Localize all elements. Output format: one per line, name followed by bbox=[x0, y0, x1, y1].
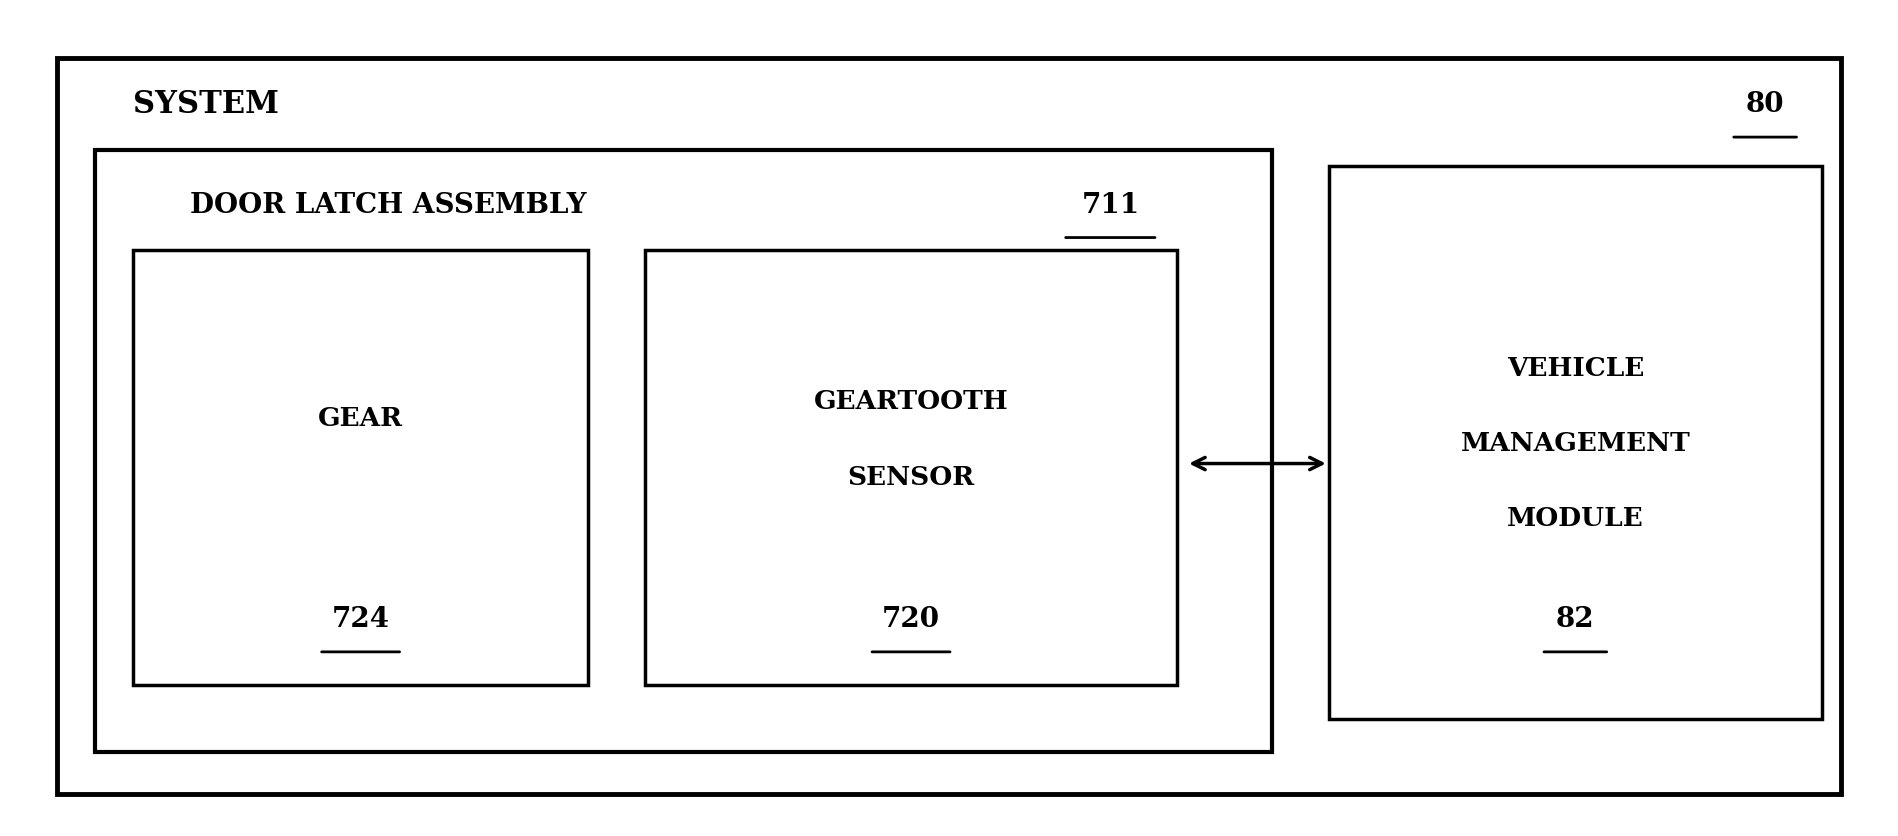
Text: 711: 711 bbox=[1082, 191, 1139, 218]
FancyBboxPatch shape bbox=[57, 59, 1841, 794]
Text: VEHICLE: VEHICLE bbox=[1507, 355, 1644, 380]
Text: SYSTEM: SYSTEM bbox=[133, 89, 279, 120]
Text: 724: 724 bbox=[332, 605, 389, 632]
FancyBboxPatch shape bbox=[1329, 167, 1822, 719]
Text: MODULE: MODULE bbox=[1507, 506, 1644, 531]
Text: 82: 82 bbox=[1556, 605, 1594, 632]
Text: 80: 80 bbox=[1746, 91, 1784, 118]
Text: 720: 720 bbox=[883, 605, 940, 632]
Text: GEAR: GEAR bbox=[319, 405, 402, 431]
FancyBboxPatch shape bbox=[645, 251, 1177, 686]
Text: MANAGEMENT: MANAGEMENT bbox=[1460, 431, 1691, 456]
Text: GEARTOOTH: GEARTOOTH bbox=[814, 389, 1008, 414]
Text: DOOR LATCH ASSEMBLY: DOOR LATCH ASSEMBLY bbox=[190, 191, 586, 218]
Text: SENSOR: SENSOR bbox=[848, 464, 974, 489]
FancyBboxPatch shape bbox=[95, 150, 1272, 752]
FancyBboxPatch shape bbox=[133, 251, 588, 686]
